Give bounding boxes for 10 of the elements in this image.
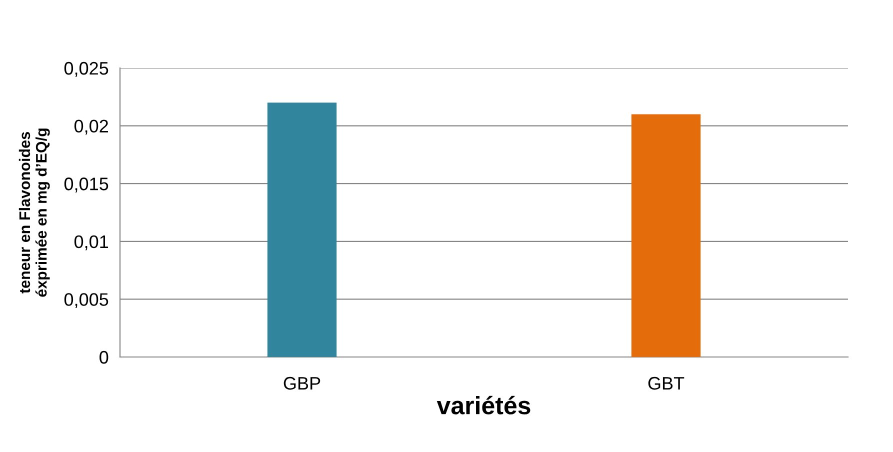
y-tick-label: 0,01 [74, 235, 108, 250]
x-tick-label: GBT [648, 376, 684, 390]
y-tick-label: 0 [100, 350, 108, 364]
y-tick-label: 0,015 [64, 178, 108, 192]
y-tick-label: 0,005 [64, 293, 108, 308]
x-axis-title: variétés [436, 396, 530, 414]
y-axis-title: teneur en Flavonoides éxprimée en mg d’EQ/g [18, 128, 50, 297]
y-tick-label: 0,025 [64, 62, 108, 77]
x-tick-label: GBP [284, 376, 320, 390]
y-tick-label: 0,02 [74, 120, 108, 135]
